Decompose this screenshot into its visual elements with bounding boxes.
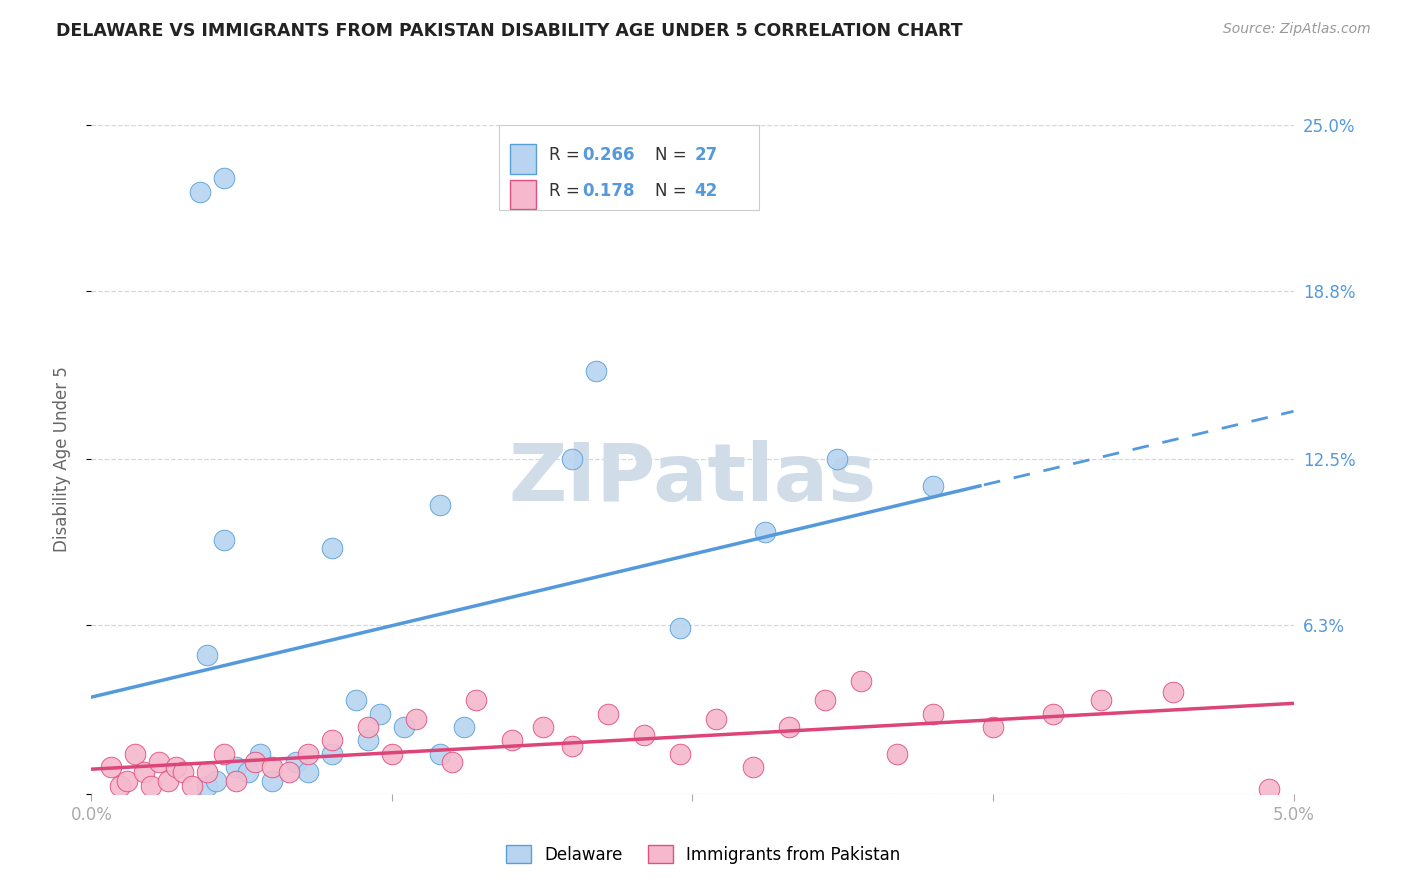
- Point: [181, 779, 204, 793]
- Point: [585, 364, 607, 378]
- Point: [172, 765, 194, 780]
- Text: R =: R =: [548, 182, 579, 200]
- Text: DELAWARE VS IMMIGRANTS FROM PAKISTAN DISABILITY AGE UNDER 5 CORRELATION CHART: DELAWARE VS IMMIGRANTS FROM PAKISTAN DIS…: [56, 22, 963, 40]
- Point: [124, 747, 146, 761]
- Point: [141, 779, 163, 793]
- Point: [110, 779, 132, 793]
- Text: Source: ZipAtlas.com: Source: ZipAtlas.com: [1223, 22, 1371, 37]
- Text: 0.178: 0.178: [582, 182, 636, 200]
- Point: [598, 706, 620, 721]
- Point: [531, 720, 554, 734]
- Point: [633, 728, 655, 742]
- Point: [669, 621, 692, 635]
- Point: [212, 747, 235, 761]
- Text: R =: R =: [548, 146, 579, 164]
- Point: [1042, 706, 1064, 721]
- Point: [243, 755, 266, 769]
- Point: [1090, 693, 1112, 707]
- Point: [706, 712, 728, 726]
- Point: [981, 720, 1004, 734]
- FancyBboxPatch shape: [509, 179, 536, 210]
- Point: [212, 171, 235, 186]
- Text: ZIPatlas: ZIPatlas: [509, 441, 876, 518]
- Point: [344, 693, 367, 707]
- Point: [205, 773, 228, 788]
- Point: [100, 760, 122, 774]
- Point: [357, 733, 380, 747]
- Point: [236, 765, 259, 780]
- Point: [778, 720, 800, 734]
- Text: 27: 27: [695, 146, 717, 164]
- Point: [321, 541, 343, 555]
- Point: [1258, 781, 1281, 796]
- Point: [440, 755, 463, 769]
- Point: [465, 693, 488, 707]
- Point: [561, 739, 583, 753]
- Point: [814, 693, 837, 707]
- Point: [148, 755, 170, 769]
- Point: [1161, 685, 1184, 699]
- Point: [117, 773, 139, 788]
- Point: [741, 760, 763, 774]
- Point: [195, 765, 218, 780]
- Point: [381, 747, 404, 761]
- Point: [368, 706, 391, 721]
- Point: [561, 452, 583, 467]
- Point: [212, 533, 235, 547]
- FancyBboxPatch shape: [509, 144, 536, 174]
- Point: [501, 733, 523, 747]
- Point: [922, 706, 945, 721]
- Text: N =: N =: [655, 182, 686, 200]
- Point: [405, 712, 427, 726]
- Point: [297, 747, 319, 761]
- Point: [195, 779, 218, 793]
- Point: [260, 773, 283, 788]
- Point: [249, 747, 271, 761]
- Text: 42: 42: [695, 182, 717, 200]
- Point: [225, 773, 247, 788]
- Point: [886, 747, 908, 761]
- Y-axis label: Disability Age Under 5: Disability Age Under 5: [52, 367, 70, 552]
- Text: N =: N =: [655, 146, 686, 164]
- Point: [260, 760, 283, 774]
- Point: [429, 747, 451, 761]
- Point: [284, 755, 307, 769]
- Point: [165, 760, 187, 774]
- Point: [321, 747, 343, 761]
- Point: [225, 760, 247, 774]
- Point: [453, 720, 475, 734]
- Point: [188, 185, 211, 199]
- Point: [157, 773, 180, 788]
- Point: [849, 674, 872, 689]
- Point: [825, 452, 848, 467]
- Point: [195, 648, 218, 662]
- Point: [321, 733, 343, 747]
- Point: [357, 720, 380, 734]
- Point: [429, 498, 451, 512]
- Point: [297, 765, 319, 780]
- Point: [134, 765, 156, 780]
- Point: [669, 747, 692, 761]
- Point: [392, 720, 415, 734]
- Legend: Delaware, Immigrants from Pakistan: Delaware, Immigrants from Pakistan: [499, 838, 907, 871]
- Point: [922, 479, 945, 493]
- Point: [277, 765, 299, 780]
- Point: [754, 524, 776, 539]
- Text: 0.266: 0.266: [582, 146, 636, 164]
